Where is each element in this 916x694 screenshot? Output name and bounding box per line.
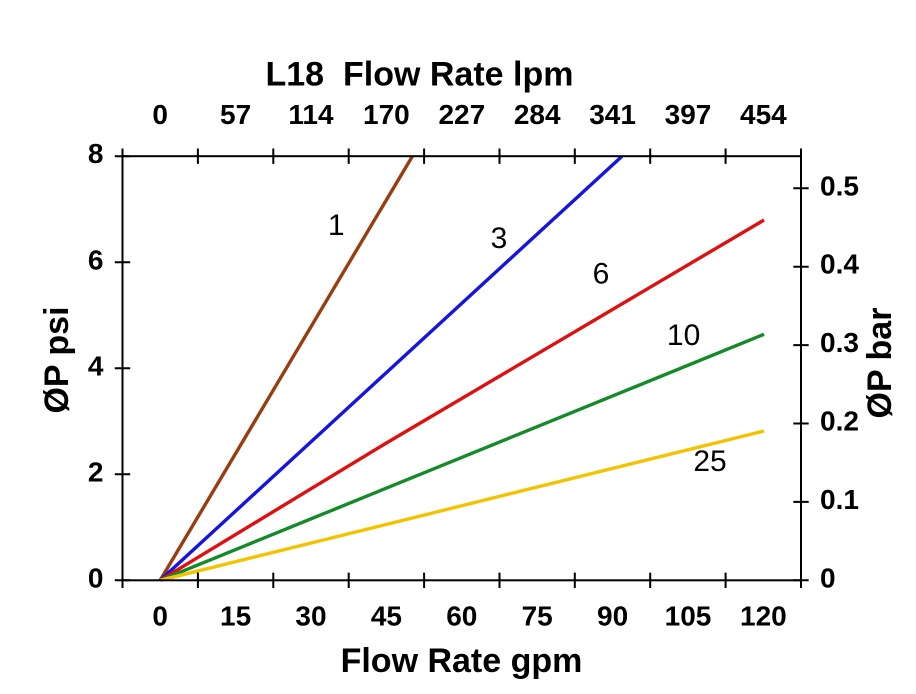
svg-text:6: 6 [593, 258, 610, 291]
svg-text:0: 0 [152, 600, 168, 631]
svg-text:284: 284 [514, 99, 561, 130]
svg-text:0.2: 0.2 [820, 406, 859, 437]
svg-text:90: 90 [597, 600, 628, 631]
svg-text:Flow Rate gpm: Flow Rate gpm [341, 642, 583, 680]
svg-text:397: 397 [665, 99, 712, 130]
svg-text:341: 341 [589, 99, 636, 130]
svg-text:227: 227 [438, 99, 485, 130]
svg-text:8: 8 [88, 138, 104, 169]
svg-text:3: 3 [491, 222, 508, 255]
svg-text:0: 0 [820, 562, 836, 593]
svg-text:ØP psi: ØP psi [38, 306, 76, 413]
svg-text:4: 4 [88, 350, 104, 381]
svg-text:25: 25 [693, 445, 726, 478]
svg-text:0.1: 0.1 [820, 484, 859, 515]
svg-text:2: 2 [88, 456, 104, 487]
svg-text:454: 454 [740, 99, 787, 130]
svg-text:170: 170 [363, 99, 410, 130]
svg-text:114: 114 [288, 99, 334, 130]
svg-text:120: 120 [740, 600, 787, 631]
svg-text:0: 0 [152, 99, 168, 130]
svg-text:ØP bar: ØP bar [861, 308, 899, 419]
svg-text:75: 75 [522, 600, 553, 631]
svg-text:60: 60 [446, 600, 477, 631]
svg-text:10: 10 [667, 319, 700, 352]
svg-text:105: 105 [665, 600, 712, 631]
svg-text:0.5: 0.5 [820, 170, 859, 201]
svg-text:1: 1 [328, 209, 345, 242]
svg-text:45: 45 [371, 600, 402, 631]
svg-text:0.4: 0.4 [820, 249, 859, 280]
svg-text:15: 15 [220, 600, 251, 631]
svg-text:30: 30 [295, 600, 326, 631]
svg-text:57: 57 [220, 99, 251, 130]
svg-text:L18 Flow Rate lpm: L18 Flow Rate lpm [266, 56, 574, 94]
svg-text:0.3: 0.3 [820, 327, 859, 358]
svg-text:6: 6 [88, 244, 104, 275]
svg-text:0: 0 [88, 562, 104, 593]
